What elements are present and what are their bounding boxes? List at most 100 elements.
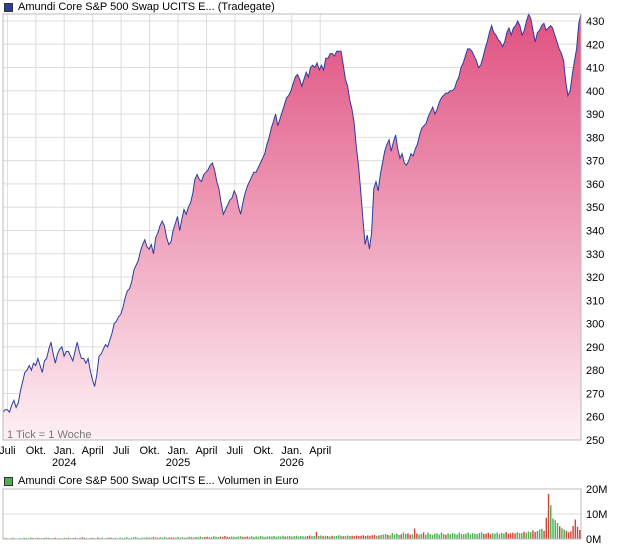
volume-bar <box>291 536 293 539</box>
volume-bar <box>295 535 298 539</box>
volume-bar <box>384 534 387 539</box>
volume-bar <box>47 537 50 539</box>
price-x-tick-label: Juli <box>227 445 244 457</box>
volume-bar <box>262 536 264 539</box>
volume-bar <box>429 534 431 539</box>
volume-bar <box>422 532 425 539</box>
volume-bar <box>333 536 336 539</box>
volume-bar <box>268 536 271 539</box>
volume-bar <box>494 533 496 539</box>
volume-bar <box>23 537 25 539</box>
volume-bar <box>523 531 525 539</box>
volume-bar <box>166 537 168 539</box>
volume-bar <box>567 532 570 539</box>
volume-bar <box>215 536 217 539</box>
volume-bar <box>309 535 311 539</box>
volume-bar <box>576 526 579 539</box>
volume-bar <box>101 537 103 539</box>
volume-bar <box>315 532 318 539</box>
volume-bar <box>496 532 498 539</box>
volume-bar <box>536 531 539 539</box>
volume-bar <box>317 536 320 539</box>
volume-bar <box>478 533 481 539</box>
volume-bar <box>449 534 452 539</box>
volume-bar <box>561 528 563 539</box>
price-x-tick-label: Juli <box>0 445 16 457</box>
volume-bar <box>297 536 300 539</box>
volume-bar <box>400 534 402 539</box>
volume-bar <box>572 526 574 539</box>
volume-bar <box>349 536 351 539</box>
volume-bar <box>255 536 257 539</box>
volume-bar <box>246 536 248 539</box>
price-y-tick-label: 270 <box>586 388 604 400</box>
volume-bar <box>210 537 213 539</box>
volume-bar <box>123 537 126 539</box>
volume-bar <box>371 535 373 539</box>
price-y-tick-label: 300 <box>586 319 604 331</box>
volume-bar <box>489 534 492 539</box>
volume-bar <box>219 536 222 539</box>
price-y-tick-label: 330 <box>586 249 604 261</box>
price-y-tick-label: 360 <box>586 179 604 191</box>
volume-bar <box>431 535 434 539</box>
volume-bar <box>119 537 121 539</box>
volume-bar <box>54 537 57 539</box>
volume-bar <box>179 537 182 539</box>
price-x-tick-label: Okt. <box>253 445 273 457</box>
volume-bar <box>74 537 77 539</box>
volume-bar <box>492 533 494 539</box>
volume-bar <box>521 533 523 539</box>
price-x-year-label: 2024 <box>52 457 76 469</box>
price-plot-frame <box>2 13 582 441</box>
price-legend-swatch <box>4 2 13 12</box>
volume-bar <box>471 533 474 539</box>
volume-bar <box>217 537 219 539</box>
volume-bar <box>304 536 307 539</box>
volume-bar <box>235 537 237 539</box>
volume-bar <box>186 537 188 539</box>
price-y-tick-label: 260 <box>586 412 604 424</box>
volume-bar <box>440 532 443 539</box>
volume-bar <box>228 537 231 539</box>
volume-bar <box>259 536 262 539</box>
volume-bar <box>152 537 155 539</box>
volume-bar <box>534 532 536 539</box>
volume-bar <box>313 536 315 539</box>
price-x-year-label: 2026 <box>280 457 304 469</box>
price-y-tick-label: 280 <box>586 365 604 377</box>
volume-bar <box>242 536 244 539</box>
price-y-tick-label: 430 <box>586 16 604 28</box>
volume-bar <box>498 534 501 539</box>
price-x-tick-label: April <box>309 445 331 457</box>
price-x-tick-label: Jan. <box>281 445 302 457</box>
volume-bar <box>168 537 170 539</box>
volume-bar <box>172 537 175 539</box>
volume-bar <box>36 537 39 539</box>
volume-bar <box>282 535 284 539</box>
volume-bar <box>487 532 490 539</box>
volume-bar <box>338 535 340 539</box>
volume-bar <box>83 537 86 539</box>
volume-bar <box>558 526 561 539</box>
volume-bar <box>467 532 469 539</box>
volume-bar <box>264 536 266 539</box>
volume-bar <box>155 537 157 539</box>
volume-bar <box>163 536 166 539</box>
volume-bar <box>195 537 197 539</box>
volume-y-tick-label: 0M <box>586 534 601 546</box>
volume-bar <box>418 534 420 539</box>
volume-bar <box>288 536 291 539</box>
volume-bar <box>447 533 449 539</box>
volume-bar <box>108 537 110 539</box>
volume-bar <box>257 536 260 539</box>
volume-bar <box>161 537 164 539</box>
price-y-tick-label: 320 <box>586 272 604 284</box>
volume-bar <box>518 533 521 539</box>
volume-bar <box>545 517 548 539</box>
volume-bar <box>454 533 456 539</box>
price-y-tick-label: 290 <box>586 342 604 354</box>
volume-bar <box>425 534 427 539</box>
volume-bar <box>188 536 190 539</box>
